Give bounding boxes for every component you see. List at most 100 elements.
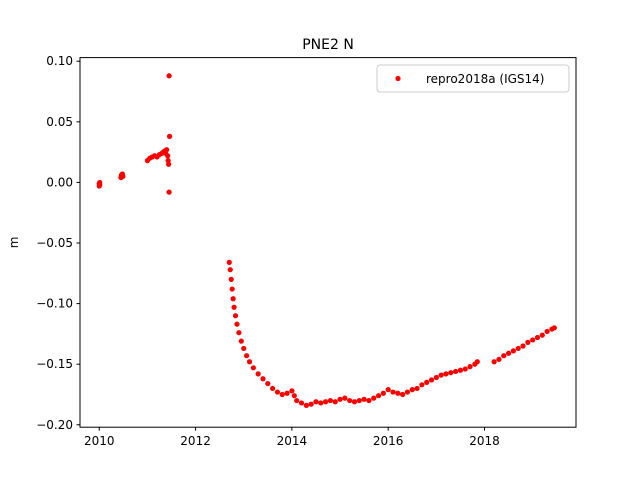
data-point xyxy=(474,359,480,365)
data-point xyxy=(234,321,240,327)
data-point xyxy=(166,161,172,167)
data-point xyxy=(270,385,276,392)
legend-box xyxy=(376,64,570,93)
data-point xyxy=(97,182,103,188)
data-point xyxy=(337,396,343,402)
data-point xyxy=(491,359,497,365)
data-point xyxy=(395,390,401,396)
data-point xyxy=(385,387,391,393)
data-point xyxy=(228,276,234,282)
y-axis-label: m xyxy=(7,237,21,249)
data-point xyxy=(409,387,415,393)
data-point xyxy=(520,343,526,349)
data-point xyxy=(244,353,250,359)
data-point xyxy=(433,374,439,381)
data-point xyxy=(231,304,237,310)
data-point xyxy=(298,400,305,406)
data-point xyxy=(544,328,550,335)
data-point xyxy=(250,365,256,371)
data-point xyxy=(332,399,338,405)
data-point xyxy=(322,399,329,405)
data-point xyxy=(510,348,516,354)
x-tick-label: 2018 xyxy=(469,434,500,448)
data-point xyxy=(361,396,367,402)
x-tick-label: 2016 xyxy=(373,434,404,448)
data-point xyxy=(371,395,377,401)
data-point xyxy=(428,377,435,383)
x-tick-label: 2014 xyxy=(277,434,308,448)
data-point xyxy=(375,393,382,399)
y-tick-label: −0.10 xyxy=(36,297,73,311)
data-point xyxy=(226,259,232,265)
data-point xyxy=(164,147,170,153)
data-point xyxy=(505,350,512,356)
data-point xyxy=(366,397,372,404)
y-tick-label: 0.05 xyxy=(46,115,73,129)
axis-ticks: 2010 2012 2014 2016 2018 0.10 0.05 0.00 −0.05 −0.… xyxy=(36,54,500,448)
data-point xyxy=(534,334,541,341)
y-tick-label: 0.10 xyxy=(46,54,73,68)
data-point xyxy=(515,345,521,352)
data-point xyxy=(227,267,233,273)
data-point xyxy=(530,337,536,343)
data-point xyxy=(496,356,502,362)
y-tick-label: −0.20 xyxy=(36,418,73,432)
data-point xyxy=(265,380,271,387)
data-point xyxy=(327,397,334,404)
plot-area xyxy=(80,57,576,428)
data-point xyxy=(551,325,557,331)
data-point xyxy=(166,189,172,195)
data-point xyxy=(342,395,348,401)
data-point xyxy=(539,332,545,338)
data-point xyxy=(448,370,454,376)
data-point xyxy=(291,393,297,399)
data-point xyxy=(260,376,266,382)
data-point xyxy=(246,359,253,365)
data-point xyxy=(414,385,420,392)
data-point xyxy=(166,133,173,139)
data-point xyxy=(303,402,309,408)
data-point xyxy=(390,389,396,395)
data-point xyxy=(356,397,362,404)
legend-marker xyxy=(395,75,401,82)
data-point xyxy=(438,372,444,378)
data-point xyxy=(230,296,236,302)
data-point xyxy=(165,153,171,159)
data-point xyxy=(308,401,314,407)
data-point xyxy=(284,390,290,396)
y-tick-label: −0.15 xyxy=(36,357,73,371)
y-tick-label: −0.05 xyxy=(36,236,73,250)
data-points xyxy=(96,73,557,408)
data-point xyxy=(467,364,473,370)
data-point xyxy=(120,173,126,179)
data-point xyxy=(318,400,324,406)
legend-label: repro2018a (IGS14) xyxy=(426,72,544,86)
data-point xyxy=(351,399,358,405)
chart-title: PNE2 N xyxy=(302,37,354,53)
legend: repro2018a (IGS14) xyxy=(376,64,570,93)
data-point xyxy=(294,397,300,404)
data-point xyxy=(166,73,172,79)
data-point xyxy=(525,339,531,345)
data-point xyxy=(274,389,281,395)
data-point xyxy=(229,286,235,292)
x-tick-label: 2010 xyxy=(84,434,115,448)
data-point xyxy=(279,391,285,398)
data-point xyxy=(255,371,261,377)
data-point xyxy=(400,391,406,398)
data-point xyxy=(462,366,468,372)
data-point xyxy=(347,397,353,404)
data-point xyxy=(380,390,386,396)
data-point xyxy=(501,353,507,359)
data-point xyxy=(236,330,242,336)
y-tick-label: 0.00 xyxy=(46,175,73,189)
data-point xyxy=(289,388,295,394)
data-point xyxy=(238,338,244,344)
data-point xyxy=(443,371,449,377)
data-point xyxy=(457,367,464,373)
x-tick-label: 2012 xyxy=(180,434,211,448)
data-point xyxy=(424,379,430,385)
data-point xyxy=(232,313,239,319)
data-point xyxy=(313,399,319,405)
